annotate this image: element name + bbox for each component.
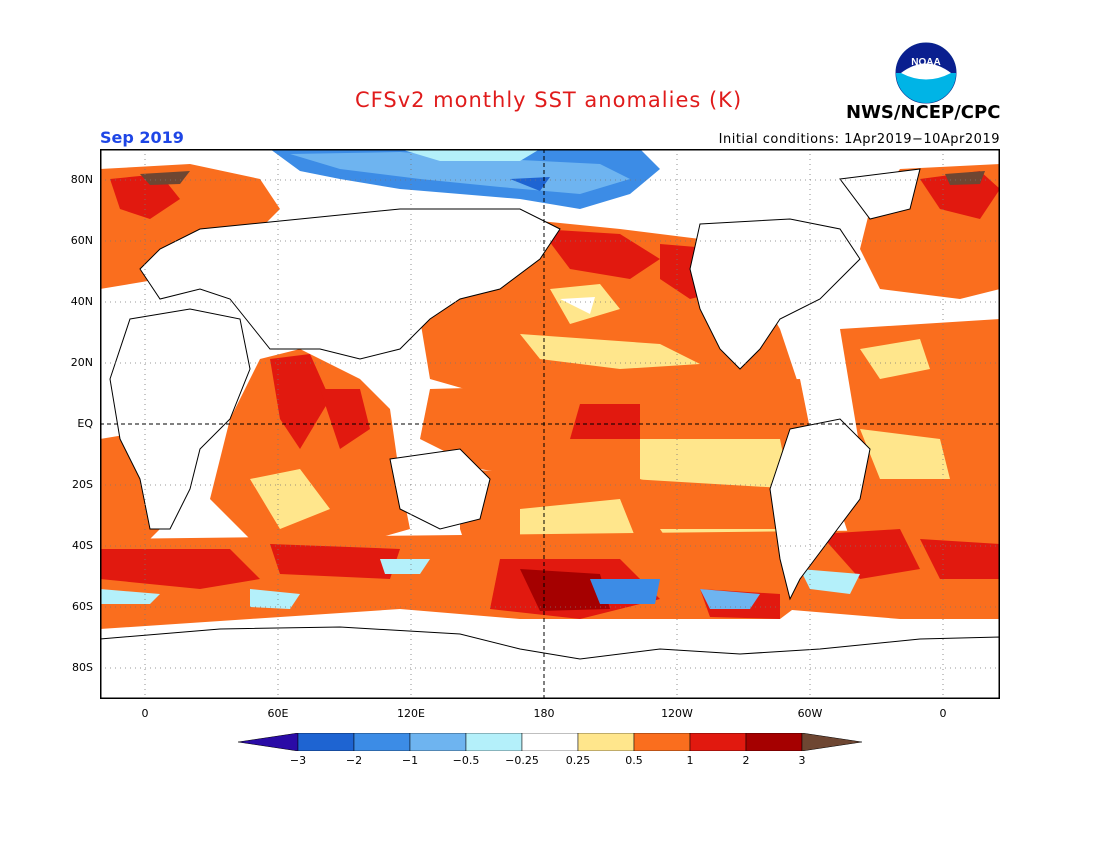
lat-label-60s: 60S — [72, 600, 93, 613]
noaa-logo-text: NOAA — [911, 57, 940, 68]
map-frame — [100, 149, 1000, 699]
colorbar-tick: −0.25 — [505, 754, 539, 767]
noaa-logo: NOAA — [895, 42, 957, 104]
lon-label-60e: 60E — [267, 707, 289, 720]
colorbar-tick: 1 — [686, 754, 694, 767]
lat-label-40n: 40N — [70, 295, 93, 308]
colorbar-tick: 2 — [742, 754, 750, 767]
lat-label-20s: 20S — [72, 478, 93, 491]
colorbar-max-arrow — [801, 733, 862, 751]
lat-label-60n: 60N — [70, 234, 93, 247]
colorbar-tick: −1 — [401, 754, 419, 767]
colorbar-tick: −0.5 — [452, 754, 480, 767]
colorbar-tick: 0.5 — [625, 754, 643, 767]
colorbar-bin — [353, 733, 411, 751]
colorbar-tick: −2 — [345, 754, 363, 767]
colorbar-bin — [409, 733, 467, 751]
colorbar-bin — [465, 733, 523, 751]
north-america — [689, 218, 861, 370]
colorbar-bin — [633, 733, 691, 751]
lat-label-80n: 80N — [70, 173, 93, 186]
graticule — [100, 149, 1000, 699]
colorbar-tick: −3 — [289, 754, 307, 767]
warm-ocean-anomalies — [100, 164, 1000, 629]
eurasia — [139, 208, 561, 360]
colorbar-tick: 3 — [798, 754, 806, 767]
colorbar — [238, 733, 862, 751]
south-america — [769, 418, 871, 601]
lat-label-20n: 20N — [70, 356, 93, 369]
arctic-cold-anomalies — [270, 149, 830, 209]
colorbar-min-arrow — [238, 733, 299, 751]
australia — [389, 448, 491, 530]
lon-label-0: 0 — [141, 707, 149, 720]
land-masks — [100, 168, 1000, 699]
lon-label-180: 180 — [533, 707, 555, 720]
colorbar-bin — [297, 733, 355, 751]
lon-label-60w: 60W — [797, 707, 823, 720]
lon-label-120w: 120W — [661, 707, 693, 720]
agency-label: NWS/NCEP/CPC — [846, 102, 1001, 123]
lat-label-80s: 80S — [72, 661, 93, 674]
lat-label-40s: 40S — [72, 539, 93, 552]
colorbar-bin — [521, 733, 579, 751]
lat-label-eq: EQ — [77, 417, 93, 430]
colorbar-bin — [689, 733, 747, 751]
valid-month: Sep 2019 — [100, 128, 184, 147]
colorbar-tick: 0.25 — [565, 754, 591, 767]
colorbar-bin — [745, 733, 803, 751]
greenland — [839, 168, 921, 220]
antarctica — [100, 626, 1000, 699]
map-title: CFSv2 monthly SST anomalies (K) — [355, 88, 743, 112]
lon-label-120e: 120E — [397, 707, 425, 720]
colorbar-bin — [577, 733, 635, 751]
lon-label-0-east: 0 — [939, 707, 947, 720]
initial-conditions: Initial conditions: 1Apr2019−10Apr2019 — [718, 132, 1000, 147]
sst-anomaly-map — [100, 149, 1000, 699]
